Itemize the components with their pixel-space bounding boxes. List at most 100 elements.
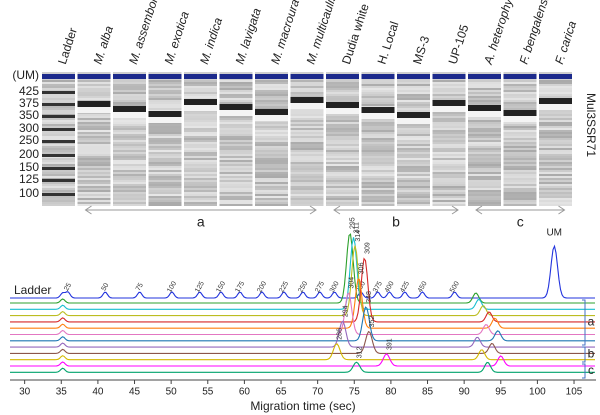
lane-stripe <box>503 148 537 150</box>
lane-stripe <box>219 134 253 136</box>
main-band-halo <box>184 105 217 111</box>
lane-stripe <box>290 82 324 84</box>
lane-stripe <box>397 142 430 144</box>
lane-stripe <box>326 124 359 126</box>
lane-stripe <box>397 82 430 84</box>
lane-stripe <box>326 166 359 168</box>
lane-stripe <box>503 142 537 144</box>
lane-stripe <box>468 166 501 168</box>
lane-stripe <box>290 200 324 202</box>
lane-stripe <box>539 136 572 138</box>
lane-stripe <box>539 182 572 184</box>
main-band <box>361 107 395 113</box>
lane-stripe <box>397 160 430 162</box>
lane-stripe <box>503 182 537 184</box>
lane-stripe <box>539 86 572 88</box>
lane-stripe <box>361 174 395 176</box>
lane-stripe <box>397 102 430 104</box>
lane-stripe <box>326 192 359 194</box>
lane-stripe <box>503 202 537 204</box>
ladder-band <box>42 115 75 118</box>
main-band <box>326 102 359 108</box>
lane-stripe <box>503 134 537 136</box>
x-tick-label: 95 <box>495 387 507 398</box>
lane-stripe <box>326 180 359 182</box>
lane-stripe <box>42 172 75 174</box>
lane-stripe <box>503 92 537 94</box>
lane-stripe <box>539 148 572 150</box>
lane-stripe <box>361 198 395 200</box>
lane-stripe <box>468 126 501 128</box>
x-tick-label: 45 <box>129 387 141 398</box>
lane-stripe <box>290 122 324 124</box>
peak-label: 294 <box>342 305 349 317</box>
lane-stripe <box>361 152 395 154</box>
lane-stripe <box>77 136 111 138</box>
lane-stripe <box>113 144 146 146</box>
lane-stripe <box>255 174 288 176</box>
lane-stripe <box>326 140 359 142</box>
ladder-peak-label: 250 <box>297 280 309 294</box>
lane-stripe <box>113 100 146 102</box>
upper-marker-band <box>290 74 324 79</box>
lane-stripe <box>468 174 501 176</box>
main-band-halo <box>148 117 182 123</box>
lane-stripe <box>503 98 537 100</box>
ladder-label: Ladder <box>14 283 51 297</box>
lane-stripe <box>148 106 182 108</box>
lane-stripe <box>148 104 182 106</box>
lane-stripe <box>290 166 324 168</box>
lane-stripe <box>113 188 146 190</box>
lane-stripe <box>113 168 146 170</box>
lane-stripe <box>290 176 324 178</box>
lane-stripe <box>42 94 75 96</box>
lane-stripe <box>539 154 572 156</box>
lane-stripe <box>326 158 359 160</box>
lane-stripe <box>397 172 430 174</box>
lane-stripe <box>148 88 182 90</box>
lane-stripe <box>219 142 253 144</box>
lane-stripe <box>113 134 146 136</box>
lane-stripe <box>255 80 288 82</box>
lane-stripe <box>326 90 359 92</box>
lane-stripe <box>326 136 359 138</box>
lane-stripe <box>42 160 75 162</box>
lane-stripe <box>255 106 288 108</box>
lane-stripe <box>468 100 501 102</box>
lane-stripe <box>113 142 146 144</box>
lane-stripe <box>503 196 537 198</box>
lane-stripe <box>77 204 111 206</box>
lane-stripe <box>219 126 253 128</box>
lane-stripe <box>361 92 395 94</box>
lane-stripe <box>219 160 253 162</box>
lane-stripe <box>468 90 501 92</box>
lane-stripe <box>255 198 288 200</box>
lane-stripe <box>468 136 501 138</box>
lane-stripe <box>184 148 217 150</box>
lane-stripe <box>113 198 146 200</box>
lane-stripe <box>361 142 395 144</box>
ladder-peak-label: 25 <box>63 282 73 292</box>
lane-stripe <box>290 128 324 130</box>
lane-stripe <box>42 162 75 164</box>
lane-stripe <box>184 198 217 200</box>
lane-stripe <box>113 160 146 162</box>
lane-stripe <box>113 86 146 88</box>
lane-stripe <box>255 202 288 204</box>
lane-stripe <box>113 204 146 206</box>
lane-stripe <box>539 132 572 134</box>
lane-stripe <box>148 100 182 102</box>
lane-stripe <box>432 120 466 122</box>
lane-stripe <box>42 88 75 90</box>
lane-stripe <box>290 94 324 96</box>
lane-stripe <box>432 150 466 152</box>
lane-stripe <box>361 98 395 100</box>
lane-stripe <box>77 134 111 136</box>
lane-stripe <box>361 122 395 124</box>
lane-stripe <box>255 124 288 126</box>
lane-stripe <box>432 80 466 82</box>
lane-stripe <box>42 112 75 114</box>
lane-stripe <box>113 174 146 176</box>
peak-label: 312 <box>356 347 363 359</box>
lane-stripe <box>77 116 111 118</box>
